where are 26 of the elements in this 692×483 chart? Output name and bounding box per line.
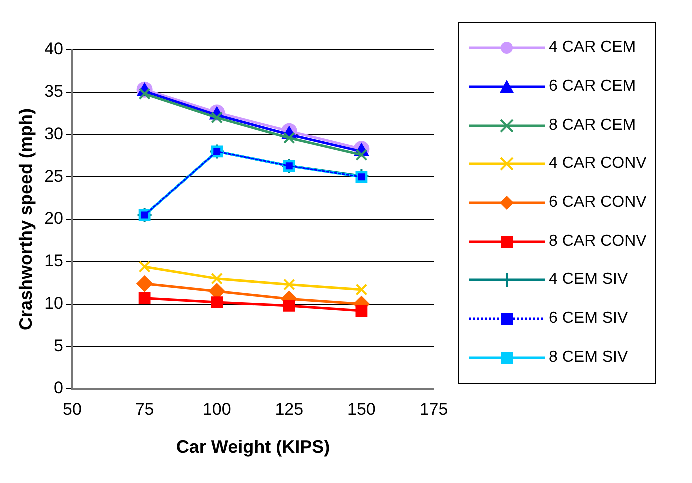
x-tick-label: 150 xyxy=(348,400,376,419)
x-axis-title: Car Weight (KIPS) xyxy=(176,437,330,458)
legend-label: 8 CAR CEM xyxy=(549,116,636,135)
y-tick-label: 40 xyxy=(44,40,64,59)
x-tick-label: 125 xyxy=(275,400,304,419)
legend-label: 6 CAR CONV xyxy=(549,194,647,212)
y-tick-label: 30 xyxy=(44,124,64,144)
legend-label: 6 CEM SIV xyxy=(549,310,628,328)
y-tick-label: 0 xyxy=(54,378,64,398)
y-axis-title: Crashworthy speed (mph) xyxy=(16,108,36,331)
x-tick-label: 100 xyxy=(202,400,232,419)
legend-label: 8 CEM SIV xyxy=(549,348,628,367)
legend-label: 4 CEM SIV xyxy=(549,271,628,290)
y-tick-label: 20 xyxy=(44,209,64,228)
y-tick-label: 15 xyxy=(44,252,64,271)
x-tick-label: 175 xyxy=(420,400,448,419)
legend-label: 4 CAR CEM xyxy=(549,39,636,58)
y-tick-label: 5 xyxy=(54,336,64,356)
legend-label: 4 CAR CONV xyxy=(549,155,647,174)
y-tick-label: 35 xyxy=(44,82,64,102)
y-tick-label: 25 xyxy=(44,166,64,186)
x-tick-label: 75 xyxy=(135,400,154,419)
y-tick-label: 10 xyxy=(44,294,64,313)
legend-label: 6 CAR CEM xyxy=(549,78,636,96)
x-tick-label: 50 xyxy=(63,400,82,419)
legend-label: 8 CAR CONV xyxy=(549,232,647,251)
